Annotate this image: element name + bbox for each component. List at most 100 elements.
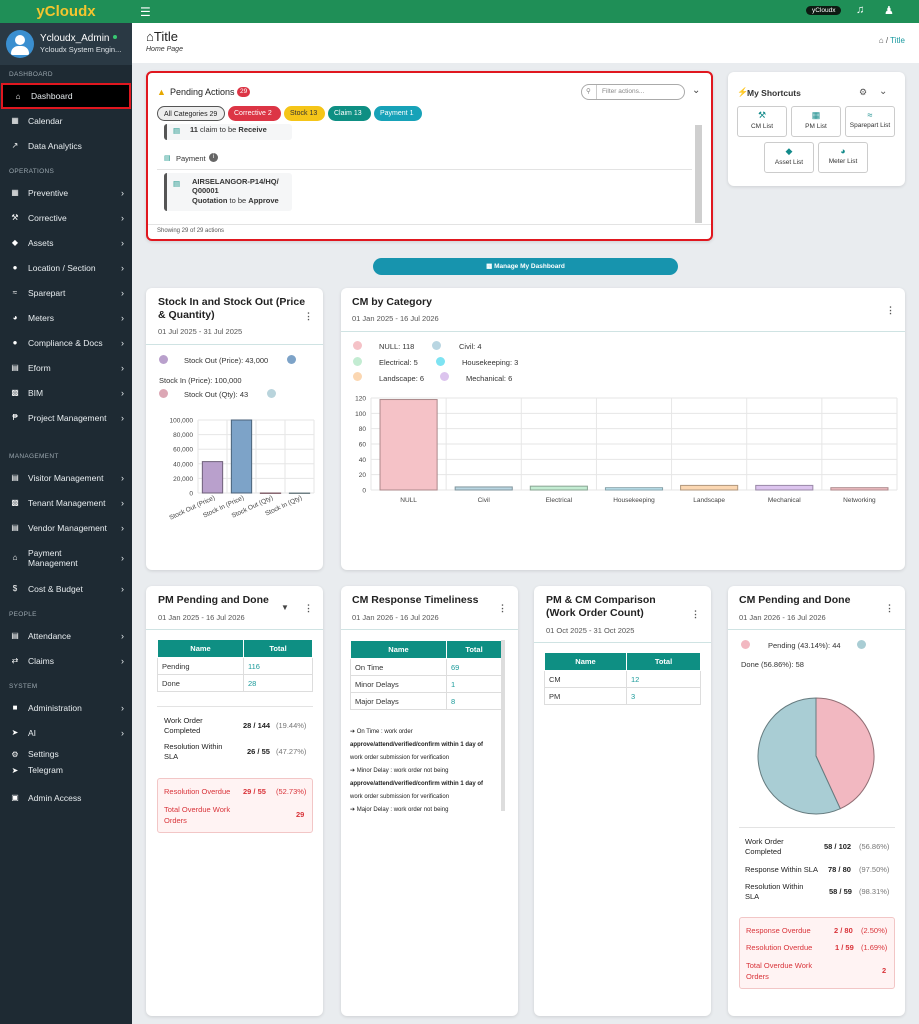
globe-icon: ● bbox=[12, 263, 18, 272]
shortcut-cm-list[interactable]: ⚒ CM List bbox=[737, 106, 787, 137]
pill-all-categories[interactable]: All Categories 29 bbox=[157, 106, 225, 121]
cm-pending-done-pie bbox=[757, 697, 875, 815]
table-row: PM 3 bbox=[544, 687, 701, 705]
sidebar-item-administration[interactable]: ■ Administration › bbox=[0, 696, 132, 719]
chevron-right-icon: › bbox=[121, 655, 124, 666]
legend-label[interactable]: Stock In (Price): 100,000 bbox=[159, 376, 242, 385]
kebab-menu-icon[interactable]: ⋮ bbox=[304, 603, 313, 613]
pill-corrective[interactable]: Corrective 2 bbox=[228, 106, 281, 121]
hamburger-icon[interactable]: ☰ bbox=[140, 5, 151, 19]
stat-label: Response Within SLA bbox=[745, 865, 818, 874]
sidebar-item-attendance[interactable]: ▤ Attendance › bbox=[11, 630, 124, 641]
bell-icon[interactable]: ♫ bbox=[856, 4, 865, 16]
legend-label[interactable]: Landscape: 6 bbox=[379, 374, 425, 383]
user-icon[interactable]: ♟ bbox=[884, 5, 894, 17]
scrollbar[interactable] bbox=[501, 640, 505, 811]
shortcut-sparepart-list[interactable]: ≈ Sparepart List bbox=[845, 106, 895, 137]
overdue-label: Resolution Overdue bbox=[164, 787, 231, 796]
legend-label[interactable]: Civil: 4 bbox=[459, 342, 482, 351]
pill-stock[interactable]: Stock 13 bbox=[284, 106, 325, 121]
sidebar-item-settings[interactable]: ⚙ Settings bbox=[11, 749, 59, 759]
sidebar-item-meters[interactable]: ◕ Meters › bbox=[0, 306, 132, 329]
cm-pending-done-card: CM Pending and Done 01 Jan 2026 - 16 Jul… bbox=[728, 586, 905, 1016]
sidebar-item-location[interactable]: ● Location / Section › bbox=[0, 256, 132, 279]
sidebar-item-visitor-management[interactable]: ▤ Visitor Management › bbox=[11, 472, 124, 483]
page-title: ⌂Title bbox=[146, 29, 178, 44]
sidebar-item-payment-management[interactable]: ⌂ Payment Management › bbox=[0, 545, 132, 571]
pending-count-badge: 29 bbox=[237, 87, 251, 97]
payment-action-item[interactable]: ▤ AIRSELANGOR-P14/HQ/Q00001 Quotation to… bbox=[164, 173, 292, 211]
sidebar-item-project-management[interactable]: ₱ Project Management › bbox=[0, 406, 132, 429]
shortcut-pm-list[interactable]: ▦ PM List bbox=[791, 106, 841, 137]
total-overdue-label: Total Overdue Work Orders bbox=[746, 961, 813, 981]
legend-label[interactable]: Pending (43.14%): 44 bbox=[768, 641, 841, 650]
y-tick-label: 80 bbox=[359, 426, 367, 433]
sidebar-item-corrective[interactable]: ⚒ Corrective › bbox=[11, 212, 124, 223]
sidebar-item-vendor-management[interactable]: ▤ Vendor Management › bbox=[11, 522, 124, 533]
sidebar-item-sparepart[interactable]: ≈ Sparepart › bbox=[0, 281, 132, 304]
user-panel[interactable]: Ycloudx_Admin Ycloudx System Engin... bbox=[0, 23, 132, 65]
chevron-right-icon: › bbox=[121, 553, 124, 563]
shortcut-asset-list[interactable]: ◆ Asset List bbox=[764, 142, 814, 173]
payment-group-label: Payment bbox=[176, 154, 206, 163]
sidebar-item-claims[interactable]: ⇄ Claims › bbox=[11, 655, 124, 666]
kebab-menu-icon[interactable]: ⋮ bbox=[304, 311, 313, 321]
legend-label[interactable]: Electrical: 5 bbox=[379, 358, 418, 367]
sidebar-item-compliance[interactable]: ● Compliance & Docs › bbox=[0, 331, 132, 354]
legend-label[interactable]: Stock Out (Price): 43,000 bbox=[184, 356, 269, 365]
sidebar-item-dashboard[interactable]: ⌂ Dashboard bbox=[1, 83, 131, 109]
chevron-down-icon[interactable]: ⌄ bbox=[692, 85, 701, 96]
kebab-menu-icon[interactable]: ⋮ bbox=[498, 603, 507, 613]
filter-icon[interactable]: ▼ bbox=[281, 603, 289, 612]
sidebar-item-preventive[interactable]: ▦ Preventive › bbox=[11, 187, 124, 198]
overdue-percent: (2.50%) bbox=[861, 926, 888, 935]
kebab-menu-icon[interactable]: ⋮ bbox=[886, 305, 895, 315]
y-tick-label: 20,000 bbox=[173, 476, 193, 483]
sidebar-item-data-analytics[interactable]: ↗ Data Analytics bbox=[11, 140, 82, 151]
pill-payment[interactable]: Payment 1 bbox=[374, 106, 422, 121]
sidebar-item-bim[interactable]: ▩ BIM › bbox=[11, 387, 124, 398]
info-icon[interactable]: i bbox=[209, 153, 218, 162]
home-icon[interactable]: ⌂ bbox=[878, 36, 884, 45]
shortcut-meter-list[interactable]: ◕ Meter List bbox=[818, 142, 868, 173]
cart-icon: ⌂ bbox=[12, 553, 18, 562]
sidebar-item-ai[interactable]: ➤ AI › bbox=[11, 727, 124, 738]
pill-claim[interactable]: Claim 13 bbox=[328, 106, 371, 121]
sidebar-item-tenant-management[interactable]: ▩ Tenant Management › bbox=[11, 497, 124, 508]
legend-label[interactable]: Stock Out (Qty): 43 bbox=[184, 390, 249, 399]
sidebar-item-telegram[interactable]: ➤ Telegram bbox=[11, 765, 63, 775]
sidebar-item-cost-budget[interactable]: $ Cost & Budget › bbox=[0, 577, 132, 600]
legend-label[interactable]: NULL: 118 bbox=[379, 342, 415, 351]
chevron-right-icon: › bbox=[121, 237, 124, 248]
claim-action-item[interactable]: ▤ 11 claim to be Receive bbox=[164, 124, 292, 140]
chevron-down-icon[interactable]: ⌄ bbox=[879, 86, 888, 97]
table-row: CM 12 bbox=[544, 670, 701, 688]
legend-swatch bbox=[741, 640, 750, 649]
table-row: Major Delays 8 bbox=[350, 692, 502, 710]
top-badge[interactable]: yCloudx bbox=[806, 6, 842, 15]
card-title: CM Response Timeliness bbox=[352, 594, 479, 606]
sidebar-item-eform[interactable]: ▤ Eform › bbox=[11, 362, 124, 373]
overdue-label: Response Overdue bbox=[746, 926, 811, 935]
stock-chart-card: Stock In and Stock Out (Price & Quantity… bbox=[146, 288, 323, 570]
sparepart-icon: ≈ bbox=[12, 288, 18, 297]
legend-label[interactable]: Housekeeping: 3 bbox=[462, 358, 519, 367]
filter-actions-input[interactable]: ⚲ Filter actions... bbox=[581, 84, 685, 100]
calendar-icon: ▦ bbox=[811, 110, 821, 120]
stat-value: 28 / 144 bbox=[243, 721, 271, 730]
sidebar-item-calendar[interactable]: ▦ Calendar bbox=[11, 115, 63, 126]
x-tick-label: Civil bbox=[478, 497, 491, 504]
legend-label[interactable]: Mechanical: 6 bbox=[466, 374, 513, 383]
y-tick-label: 0 bbox=[189, 491, 193, 498]
gear-icon[interactable]: ⚙ bbox=[859, 87, 868, 97]
scrollbar-thumb[interactable] bbox=[695, 125, 702, 223]
overdue-value: 2 / 80 bbox=[834, 926, 853, 935]
manage-dashboard-button[interactable]: ▩ Manage My Dashboard bbox=[373, 258, 678, 275]
kebab-menu-icon[interactable]: ⋮ bbox=[885, 603, 894, 613]
legend-label[interactable]: Done (56.86%): 58 bbox=[741, 660, 804, 669]
card-title: PM Pending and Done bbox=[158, 594, 269, 606]
sidebar-item-assets[interactable]: ◆ Assets › bbox=[11, 237, 124, 248]
sidebar-item-admin-access[interactable]: ▣ Admin Access bbox=[11, 792, 82, 803]
kebab-menu-icon[interactable]: ⋮ bbox=[691, 609, 700, 619]
user-role: Ycloudx System Engin... bbox=[40, 45, 122, 54]
